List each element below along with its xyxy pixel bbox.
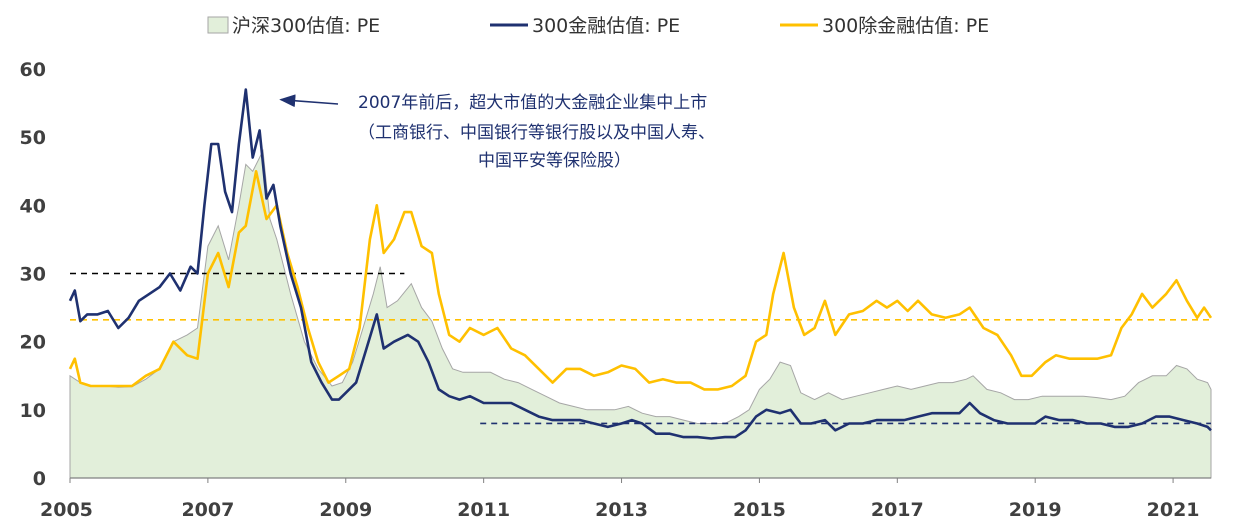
plot-area: [68, 88, 1213, 479]
annotation: 2007年前后，超大市值的大金融企业集中上市 （工商银行、中国银行等银行股以及中…: [279, 93, 715, 171]
annotation-line-2: （工商银行、中国银行等银行股以及中国人寿、: [358, 123, 715, 143]
y-tick-label: 0: [33, 468, 46, 490]
annotation-line-1: 2007年前后，超大市值的大金融企业集中上市: [358, 93, 707, 113]
x-tick-label: 2013: [595, 499, 648, 521]
series-area-hs300: [69, 149, 1212, 479]
x-axis-ticks: 2005 2007 2009 2011 2013 2015 2017 2019 2021: [40, 478, 1200, 521]
x-tick-label: 2015: [733, 499, 786, 521]
x-tick-label: 2019: [1009, 499, 1062, 521]
legend-label-fin: 300金融估值: PE: [532, 15, 680, 37]
legend-label-hs300: 沪深300估值: PE: [232, 15, 380, 37]
x-tick-label: 2011: [457, 499, 510, 521]
series-line-fin: [68, 88, 1212, 440]
legend-label-exfin: 300除金融估值: PE: [822, 15, 989, 37]
x-tick-label: 2005: [40, 499, 93, 521]
y-tick-label: 60: [20, 59, 46, 81]
y-tick-label: 30: [20, 264, 46, 286]
y-tick-label: 50: [20, 127, 46, 149]
annotation-line-3: 中国平安等保险股）: [478, 151, 631, 171]
y-tick-label: 20: [20, 332, 46, 354]
legend-swatch-hs300: [207, 16, 229, 34]
y-tick-label: 40: [20, 195, 46, 217]
x-tick-label: 2017: [871, 499, 924, 521]
annotation-arrow: [279, 94, 339, 108]
x-tick-label: 2007: [181, 499, 234, 521]
x-tick-label: 2009: [319, 499, 372, 521]
legend: 沪深300估值: PE 300金融估值: PE 300除金融估值: PE: [207, 15, 989, 37]
y-axis-ticks: 0 10 20 30 40 50 60: [20, 59, 46, 490]
series-line-exfin: [68, 170, 1213, 391]
x-tick-label: 2021: [1147, 499, 1200, 521]
y-tick-label: 10: [20, 400, 46, 422]
